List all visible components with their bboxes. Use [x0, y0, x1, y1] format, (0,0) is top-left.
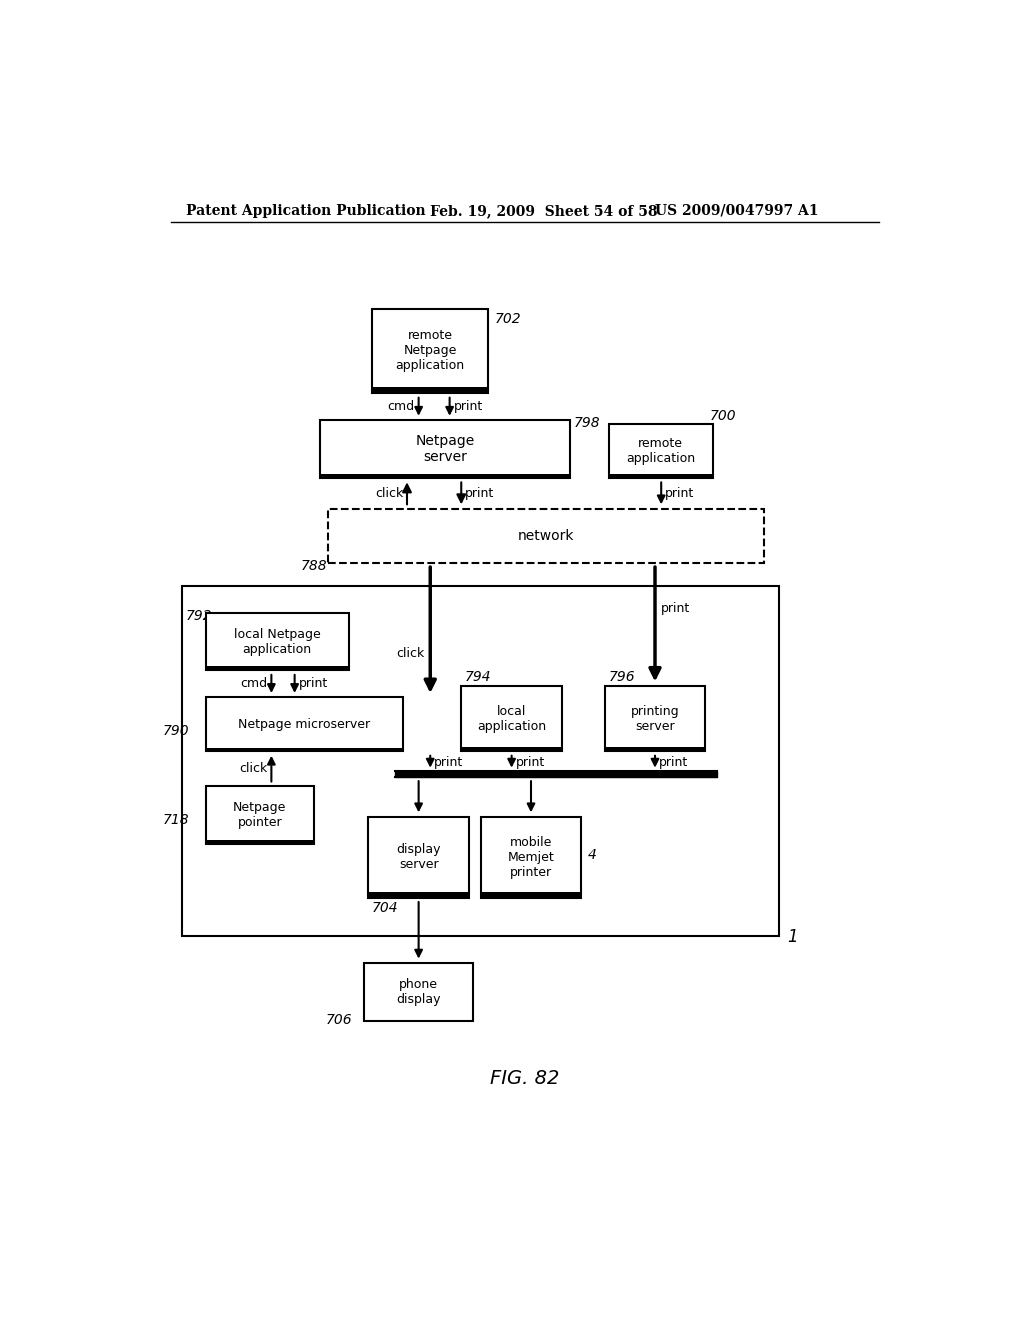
Text: Feb. 19, 2009  Sheet 54 of 58: Feb. 19, 2009 Sheet 54 of 58 — [430, 203, 657, 218]
Text: print: print — [662, 602, 690, 615]
Bar — [608, 424, 713, 478]
Text: 798: 798 — [573, 416, 600, 430]
Bar — [372, 387, 488, 393]
Text: 796: 796 — [608, 671, 635, 685]
Bar — [604, 686, 706, 751]
Text: click: click — [240, 762, 267, 775]
Text: print: print — [658, 756, 688, 770]
Text: FIG. 82: FIG. 82 — [490, 1069, 559, 1088]
Text: 794: 794 — [465, 671, 492, 685]
Bar — [206, 785, 314, 843]
Bar — [206, 697, 403, 751]
Text: mobile
Memjet
printer: mobile Memjet printer — [508, 836, 554, 879]
Bar — [369, 817, 469, 898]
Bar — [461, 686, 562, 751]
Text: 788: 788 — [301, 558, 328, 573]
Bar — [206, 612, 349, 671]
Text: network: network — [517, 529, 574, 543]
Text: remote
Netpage
application: remote Netpage application — [395, 330, 465, 372]
Text: print: print — [434, 756, 464, 770]
Bar — [395, 771, 717, 776]
Text: Netpage
pointer: Netpage pointer — [233, 801, 287, 829]
Bar — [206, 747, 403, 751]
Bar — [395, 771, 717, 776]
Bar — [321, 474, 569, 478]
Bar — [372, 309, 488, 393]
Text: phone
display: phone display — [396, 978, 441, 1006]
Text: 792: 792 — [186, 609, 213, 623]
Text: 790: 790 — [163, 725, 189, 738]
Bar — [608, 474, 713, 478]
Bar — [206, 840, 314, 843]
Bar — [321, 420, 569, 478]
Bar — [365, 964, 473, 1020]
Text: cmd: cmd — [388, 400, 415, 413]
Text: print: print — [665, 487, 694, 500]
Text: Patent Application Publication: Patent Application Publication — [186, 203, 426, 218]
Text: local Netpage
application: local Netpage application — [233, 627, 321, 656]
Bar — [206, 667, 349, 671]
Text: cmd: cmd — [241, 677, 267, 690]
Bar — [480, 892, 582, 898]
Text: click: click — [396, 647, 424, 660]
Text: US 2009/0047997 A1: US 2009/0047997 A1 — [655, 203, 818, 218]
Text: 700: 700 — [710, 409, 736, 422]
Text: 1: 1 — [786, 928, 798, 946]
Text: 718: 718 — [163, 813, 189, 826]
Text: local
application: local application — [477, 705, 546, 733]
Bar — [369, 892, 469, 898]
Bar — [480, 817, 582, 898]
Text: 4: 4 — [588, 847, 596, 862]
Text: display
server: display server — [396, 843, 441, 871]
Bar — [461, 747, 562, 751]
Text: click: click — [375, 487, 403, 500]
Text: remote
application: remote application — [627, 437, 695, 465]
Text: Netpage microserver: Netpage microserver — [239, 718, 371, 731]
Text: print: print — [299, 677, 328, 690]
Text: print: print — [515, 756, 545, 770]
Text: 706: 706 — [326, 1014, 352, 1027]
Text: Netpage
server: Netpage server — [416, 434, 474, 465]
Text: printing
server: printing server — [631, 705, 679, 733]
Bar — [328, 508, 764, 562]
Text: 702: 702 — [495, 313, 521, 326]
Bar — [182, 586, 779, 936]
Bar — [604, 747, 706, 751]
Text: print: print — [454, 400, 482, 413]
Text: 704: 704 — [372, 902, 398, 916]
Text: print: print — [465, 487, 495, 500]
